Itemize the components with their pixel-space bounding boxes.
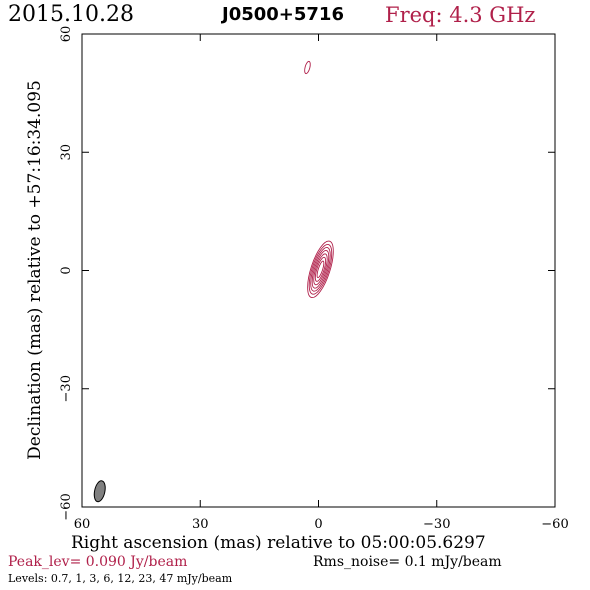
y-axis-label: Declination (mas) relative to +57:16:34.… xyxy=(25,80,45,460)
x-tick-label: −60 xyxy=(541,517,568,532)
y-tick-label: 60 xyxy=(59,26,74,43)
beam-ellipse xyxy=(93,480,106,503)
y-tick-label: 0 xyxy=(59,266,74,274)
y-tick-label: −60 xyxy=(59,493,74,520)
peak-level: Peak_lev= 0.090 Jy/beam xyxy=(8,554,188,570)
x-tick-label: −30 xyxy=(423,517,450,532)
contour-core xyxy=(308,243,333,295)
contour-core xyxy=(316,260,325,279)
x-axis-label: Right ascension (mas) relative to 05:00:… xyxy=(71,533,486,553)
source-name: J0500+5716 xyxy=(222,4,344,25)
x-tick-label: 30 xyxy=(192,517,209,532)
beam-group xyxy=(93,480,106,503)
rms-noise: Rms_noise= 0.1 mJy/beam xyxy=(313,554,502,570)
contour-core xyxy=(313,253,328,286)
plot-frame xyxy=(81,33,556,508)
contour-north-feature xyxy=(304,60,311,75)
x-tick-label: 0 xyxy=(314,517,322,532)
contour-levels: Levels: 0.7, 1, 3, 6, 12, 23, 47 mJy/bea… xyxy=(8,572,233,585)
frequency-label: Freq: 4.3 GHz xyxy=(385,3,536,27)
contour-group xyxy=(304,60,334,299)
contour-core xyxy=(311,250,330,289)
contour-core xyxy=(310,247,331,292)
contour-core xyxy=(307,240,334,299)
y-tick-label: 30 xyxy=(59,144,74,161)
x-tick-label: 60 xyxy=(74,517,91,532)
observation-date: 2015.10.28 xyxy=(8,2,134,27)
contour-core xyxy=(314,256,327,282)
y-tick-label: −30 xyxy=(59,375,74,402)
